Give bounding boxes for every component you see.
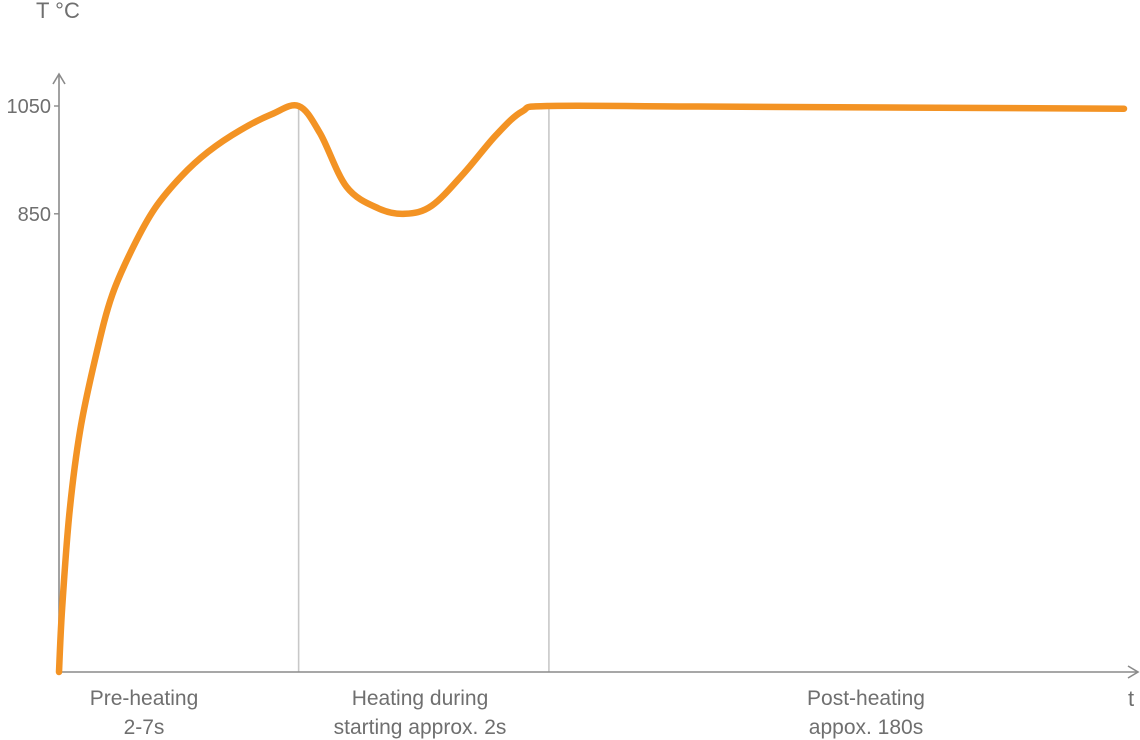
phase-label: Post-heating <box>807 687 925 710</box>
x-axis-arrow <box>1127 665 1140 679</box>
series-lines <box>55 102 1128 676</box>
phase-label: 2-7s <box>124 716 165 739</box>
x-axis-label: t <box>1128 686 1134 711</box>
phase-label: appox. 180s <box>809 716 923 739</box>
phase-divider-lines <box>297 106 550 672</box>
phase-label: starting approx. 2s <box>334 716 507 739</box>
temperature-series-line <box>55 102 1128 676</box>
y-tick-label: 1050 <box>7 96 52 118</box>
phase-label: Heating during <box>352 687 489 710</box>
phase-label: Pre-heating <box>90 687 199 710</box>
y-axis-label: T °C <box>36 0 80 23</box>
y-tick-label: 850 <box>18 204 51 226</box>
y-axis-arrow <box>52 72 66 85</box>
y-ticks: 1050 850 <box>7 96 59 226</box>
axes <box>52 72 1140 679</box>
phase-labels: Pre-heating 2-7s Heating during starting ap… <box>90 687 925 739</box>
